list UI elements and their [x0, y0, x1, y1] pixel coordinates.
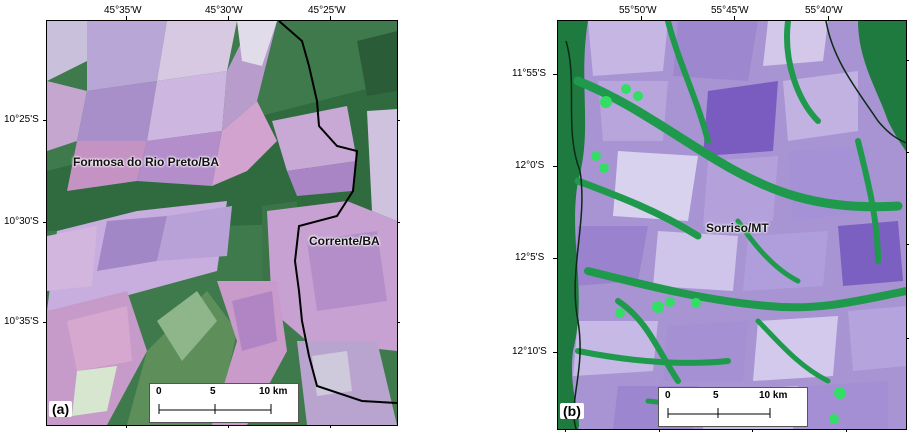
lon-tick: [846, 428, 847, 432]
lon-tick: [330, 16, 331, 20]
scale-bar-b: 0 5 10 km: [658, 387, 808, 427]
lon-tick: [828, 16, 829, 20]
lat-tick: [905, 244, 909, 245]
scale-mid: 5: [210, 386, 216, 397]
scale-zero: 0: [156, 386, 162, 397]
lon-tick: [126, 424, 127, 428]
lat-tick-label: 10°25'S: [4, 114, 39, 125]
lon-tick-label: 45°35'W: [104, 5, 142, 16]
lat-tick: [905, 338, 909, 339]
lon-tick: [330, 424, 331, 428]
lon-tick-label: 55°50'W: [619, 5, 657, 16]
lat-tick: [396, 322, 400, 323]
scale-end: 10 km: [259, 386, 288, 397]
lon-tick: [641, 16, 642, 20]
lat-tick: [396, 120, 400, 121]
lon-tick: [228, 16, 229, 20]
scale-zero: 0: [665, 390, 671, 401]
lat-tick: [43, 322, 47, 323]
lat-tick-label: 12°0'S: [515, 160, 545, 171]
lat-tick: [553, 258, 557, 259]
place-label-sorriso: Sorriso/MT: [706, 221, 769, 235]
map-a-imagery: [47, 21, 397, 425]
satellite-map-a[interactable]: Formosa do Rio Preto/BA Corrente/BA (a) …: [46, 20, 398, 426]
lat-tick-label: 10°35'S: [4, 316, 39, 327]
panel-label-b: (b): [560, 403, 584, 419]
panel-label-a: (a): [49, 401, 73, 417]
lat-tick-label: 12°10'S: [512, 346, 547, 357]
lon-tick-label: 55°40'W: [805, 5, 843, 16]
lat-tick-label: 12°5'S: [515, 252, 545, 263]
scale-ruler: [158, 404, 272, 414]
lat-tick: [43, 120, 47, 121]
lat-tick: [396, 222, 400, 223]
lon-tick: [734, 16, 735, 20]
lat-tick: [553, 166, 557, 167]
lon-tick: [659, 428, 660, 432]
lon-tick: [752, 428, 753, 432]
lat-tick: [905, 60, 909, 61]
lat-tick: [553, 352, 557, 353]
lon-tick: [126, 16, 127, 20]
place-label-corrente: Corrente/BA: [309, 234, 380, 248]
lat-tick-label: 11°55'S: [512, 68, 547, 79]
lon-tick: [228, 424, 229, 428]
lon-tick-label: 45°25'W: [308, 5, 346, 16]
lat-tick: [553, 74, 557, 75]
satellite-map-b[interactable]: Sorriso/MT (b) 0 5 10 km: [557, 20, 907, 430]
scale-mid: 5: [713, 390, 719, 401]
lon-tick-label: 55°45'W: [711, 5, 749, 16]
scale-ruler: [667, 408, 771, 418]
lon-tick-label: 45°30'W: [205, 5, 243, 16]
lon-tick: [565, 428, 566, 432]
place-label-formosa: Formosa do Rio Preto/BA: [73, 155, 220, 169]
lat-tick: [905, 152, 909, 153]
scale-end: 10 km: [759, 390, 788, 401]
lat-tick: [43, 222, 47, 223]
scale-bar-a: 0 5 10 km: [149, 383, 299, 423]
lat-tick-label: 10°30'S: [4, 216, 39, 227]
